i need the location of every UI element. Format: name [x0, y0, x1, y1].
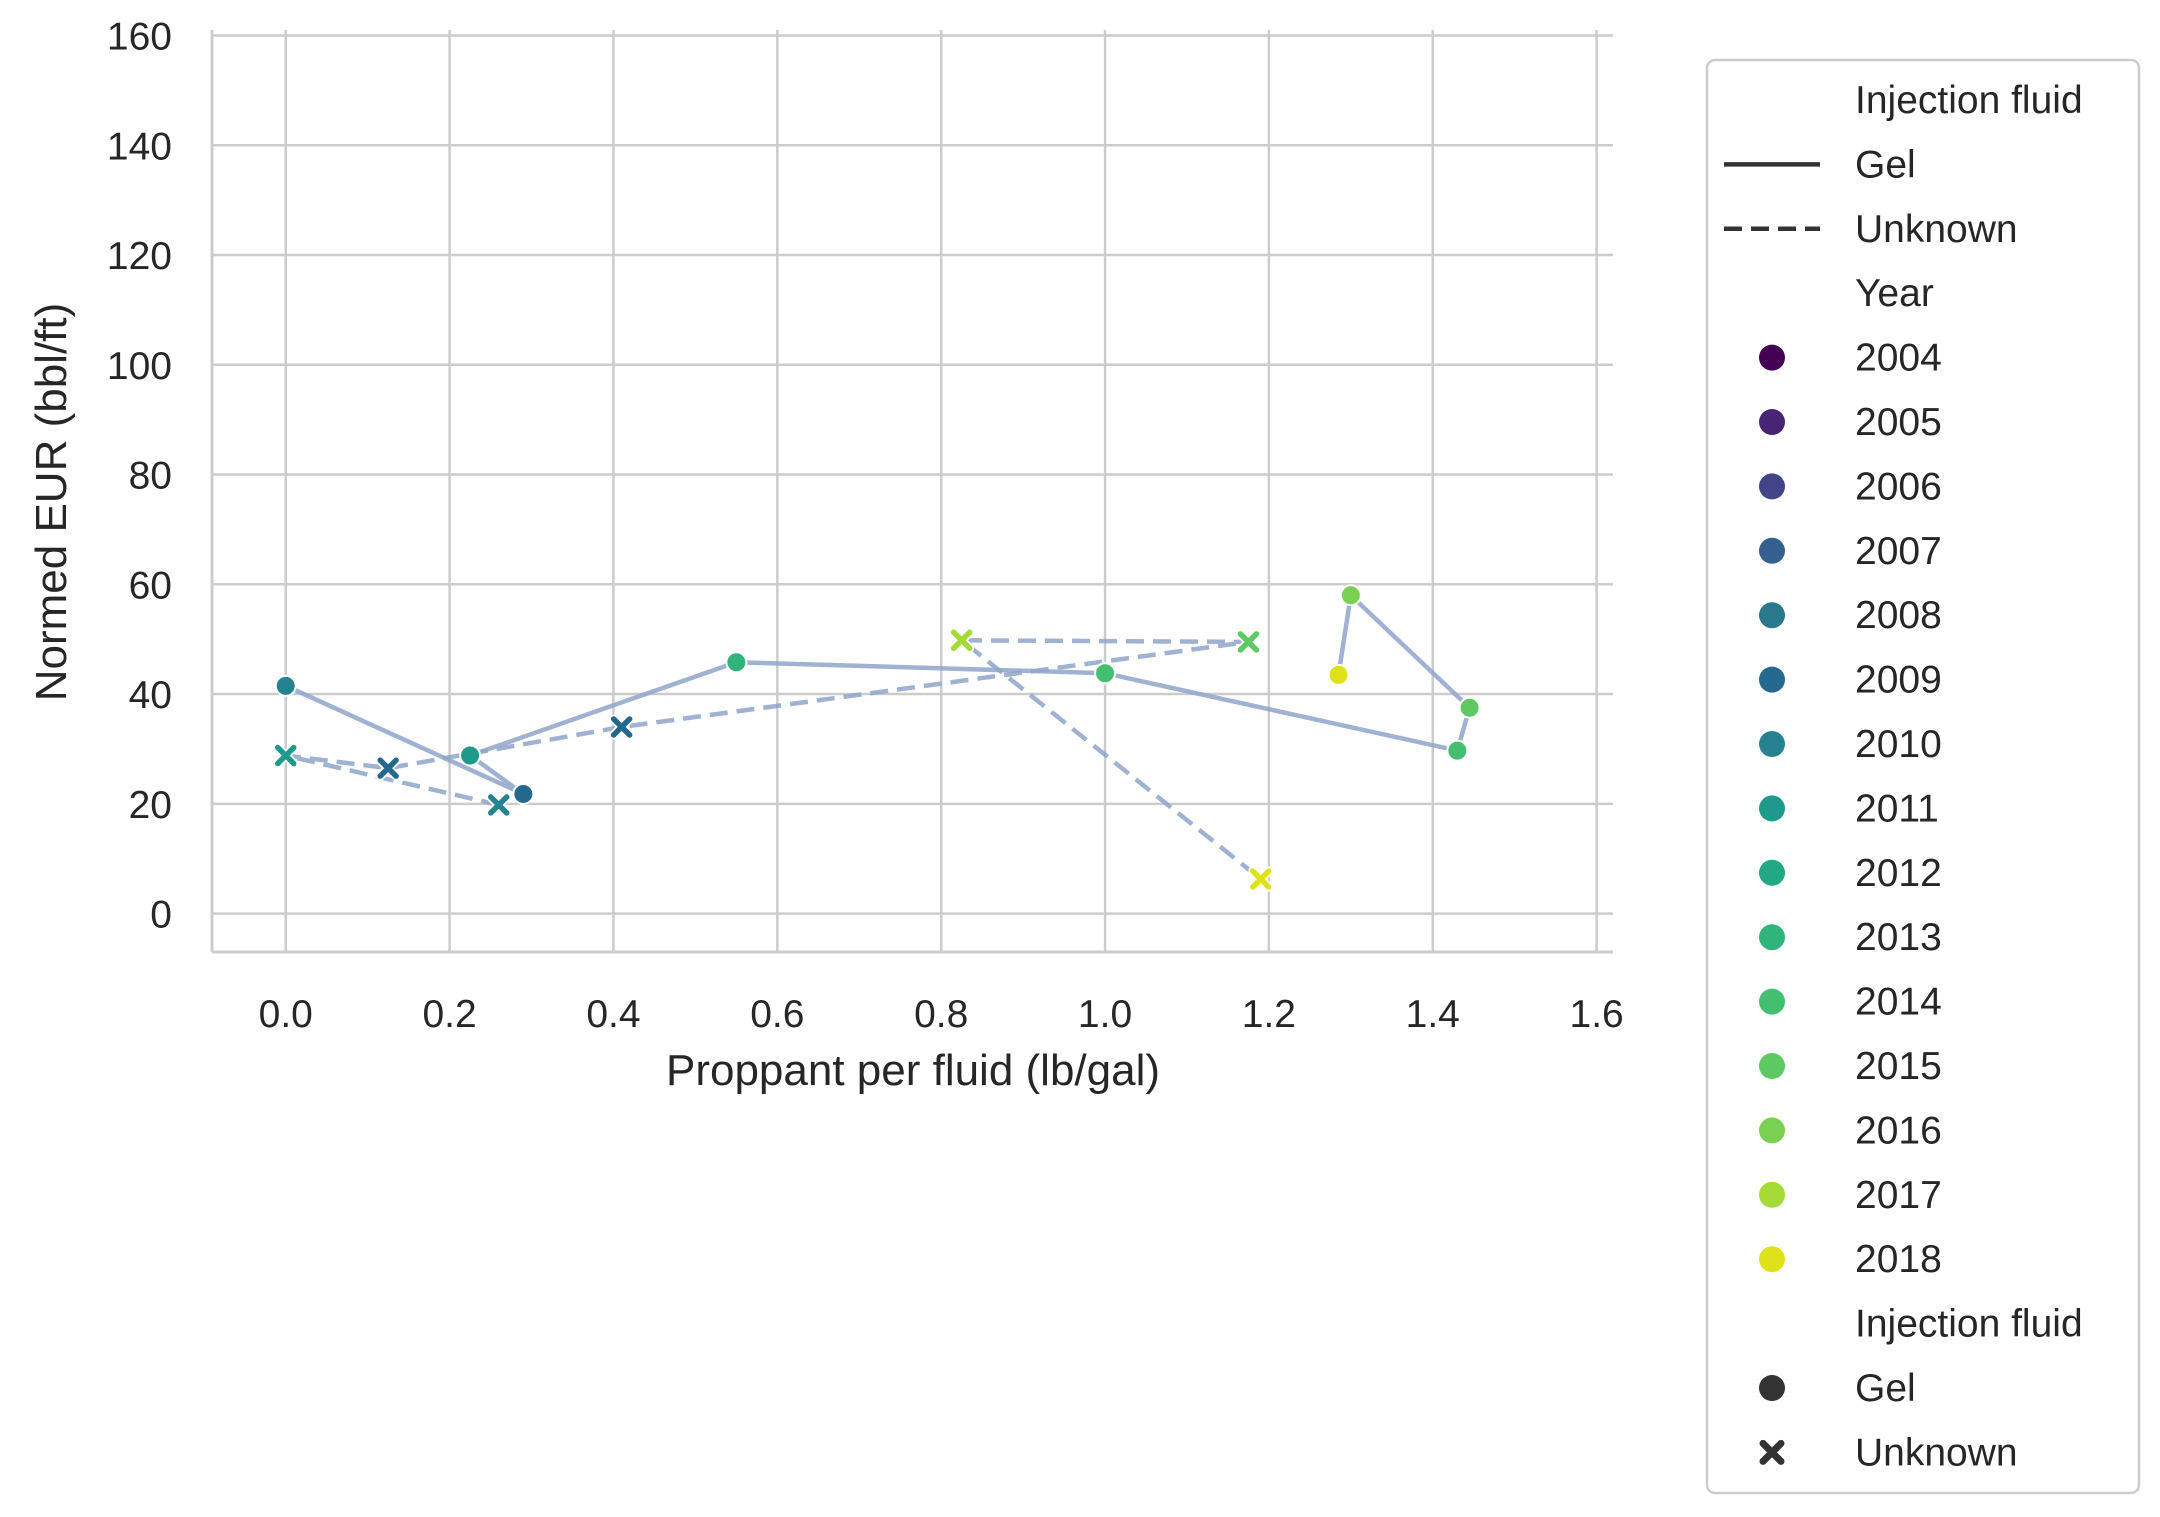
series-lines — [283, 593, 1472, 881]
y-tick-label: 40 — [129, 674, 172, 717]
legend-year-swatch — [1759, 924, 1785, 951]
data-point-x-mark — [1237, 631, 1260, 653]
legend-year-label: 2007 — [1855, 530, 1942, 573]
x-tick-label: 0.4 — [586, 993, 640, 1036]
data-point-x-mark — [950, 629, 973, 652]
legend-year-swatch — [1759, 537, 1785, 564]
legend-year-label: 2011 — [1855, 787, 1939, 830]
legend-year-swatch — [1759, 1246, 1785, 1273]
data-point-circle — [1446, 739, 1469, 762]
x-tick-label: 1.6 — [1570, 993, 1624, 1036]
y-axis-label: Normed EUR (bbl/ft) — [27, 303, 76, 702]
legend-year-swatch — [1759, 344, 1785, 371]
legend-style-label: Unknown — [1855, 208, 2018, 251]
legend-marker-circle — [1759, 1375, 1785, 1401]
legend-year-swatch — [1759, 731, 1785, 757]
axes — [210, 30, 1613, 954]
legend-year-swatch — [1759, 666, 1785, 693]
data-point-x — [1235, 629, 1261, 655]
data-point-x — [609, 714, 635, 740]
legend-marker-x — [1759, 1439, 1785, 1465]
data-point-circle — [1327, 663, 1350, 686]
data-point-x — [1248, 866, 1274, 892]
y-tick-label: 120 — [107, 235, 172, 278]
legend-year-label: 2012 — [1855, 852, 1942, 895]
legend-year-label: 2016 — [1855, 1109, 1942, 1152]
data-point-x-mark — [488, 794, 510, 816]
legend-year-swatch — [1759, 1053, 1785, 1079]
data-point-x-mark — [377, 757, 399, 779]
legend: Injection fluid Gel Unknown Year 2004 2005 200… — [1705, 58, 2141, 1495]
x-tick-label: 0.2 — [422, 993, 476, 1036]
legend-frame — [1705, 58, 2141, 1495]
x-tick-label: 0.6 — [750, 993, 804, 1036]
data-point-circle — [1094, 662, 1117, 685]
legend-year-label: 2005 — [1855, 401, 1942, 444]
data-point-x-mark — [1249, 868, 1272, 890]
data-point-circle — [725, 651, 748, 674]
legend-year-label: 2013 — [1855, 916, 1942, 959]
legend-year-swatch — [1759, 409, 1785, 435]
legend-year-swatch — [1759, 1181, 1785, 1208]
data-point-circle — [274, 674, 297, 697]
data-point-x — [375, 755, 401, 781]
legend-year-swatch — [1759, 795, 1785, 822]
x-axis-label: Proppant per fluid (lb/gal) — [666, 1046, 1160, 1095]
legend-year-swatch — [1759, 473, 1785, 500]
grid — [212, 30, 1613, 952]
legend-style-title: Injection fluid — [1855, 79, 2083, 122]
legend-year-label: 2009 — [1855, 659, 1942, 702]
legend-marker-label: Unknown — [1855, 1431, 2018, 1474]
x-tick-label: 1.2 — [1242, 993, 1296, 1036]
legend-year-swatch — [1759, 602, 1785, 629]
x-tick-label: 0.8 — [914, 993, 968, 1036]
x-tick-label: 1.0 — [1078, 993, 1132, 1036]
data-point-circle — [1339, 584, 1362, 607]
y-tick-label: 80 — [129, 455, 172, 498]
legend-year-label: 2014 — [1855, 981, 1942, 1024]
legend-year-label: 2010 — [1855, 723, 1942, 766]
data-point-circle — [459, 744, 482, 767]
data-point-x-mark — [610, 716, 633, 738]
legend-hue-title: Year — [1855, 272, 1934, 315]
legend-style-label: Gel — [1855, 143, 1916, 186]
data-point-x — [486, 792, 512, 818]
y-tick-label: 60 — [129, 564, 172, 607]
data-point-circle — [1458, 696, 1481, 719]
legend-year-label: 2008 — [1855, 594, 1942, 637]
legend-year-label: 2006 — [1855, 465, 1942, 508]
legend-marker-label: Gel — [1855, 1367, 1916, 1410]
legend-marker-title: Injection fluid — [1855, 1303, 2083, 1346]
data-point-x-mark — [274, 744, 297, 767]
y-tick-label: 160 — [107, 15, 172, 58]
y-tick-label: 100 — [107, 345, 172, 388]
x-tick-label: 0.0 — [259, 993, 313, 1036]
data-markers — [273, 584, 1481, 892]
data-point-x — [273, 743, 299, 769]
legend-year-swatch — [1759, 859, 1785, 886]
legend-year-label: 2015 — [1855, 1045, 1942, 1088]
legend-year-label: 2017 — [1855, 1174, 1942, 1217]
legend-year-label: 2004 — [1855, 337, 1942, 380]
legend-year-label: 2018 — [1855, 1238, 1942, 1281]
legend-year-swatch — [1759, 988, 1785, 1015]
x-tick-label: 1.4 — [1406, 993, 1460, 1036]
tick-labels: 0.0 0.2 0.4 0.6 0.8 1.0 1.2 1.4 1.6 0 20 40 60 80 100 1… — [107, 15, 1624, 1036]
data-point-x — [949, 627, 975, 653]
y-tick-label: 0 — [150, 894, 172, 937]
legend-year-swatch — [1759, 1117, 1785, 1144]
data-point-circle — [512, 782, 535, 805]
y-tick-label: 20 — [129, 784, 172, 827]
y-tick-label: 140 — [107, 125, 172, 168]
